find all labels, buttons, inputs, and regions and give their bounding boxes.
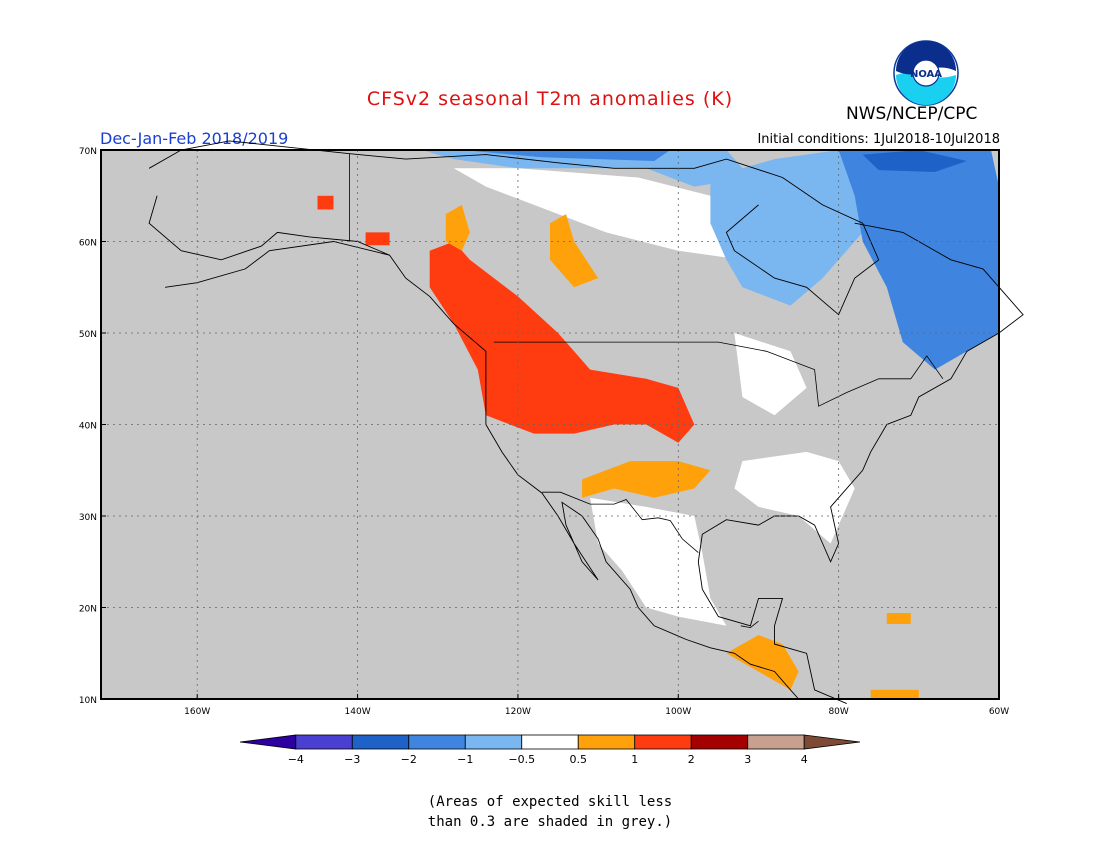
anomaly-region-haiti-orange: [886, 613, 911, 624]
lat-tick-label: 30N: [79, 513, 97, 523]
anomaly-region-baffin-dark: [862, 150, 967, 172]
anomaly-map: 10N 20N 30N 40N 50N 60N 70N 160W 140W 120W 100W 80W…: [79, 140, 1024, 717]
lat-tick-label: 40N: [79, 422, 97, 432]
colorbar-segment: [408, 734, 466, 750]
anomaly-region-arctic-north-white: [453, 168, 759, 260]
coastline-1: [697, 222, 1024, 705]
anomaly-region-plains-orange: [582, 461, 711, 498]
map-title: CFSv2 seasonal T2m anomalies (K): [366, 88, 734, 110]
noaa-logo-text: NOAA: [910, 69, 942, 80]
colorbar-label: 0.5: [569, 753, 587, 766]
anomaly-region-alaska-red-a: [365, 232, 390, 246]
anomaly-region-bc-orange: [445, 204, 470, 251]
anomaly-region-ne-canada-blue: [838, 150, 999, 370]
border-3: [740, 620, 759, 629]
anomaly-region-central-america-orange: [726, 635, 799, 690]
footnote-line-2: than 0.3 are shaded in grey.): [427, 814, 673, 830]
colorbar-label: −1: [457, 753, 473, 766]
colorbar-label: −4: [288, 753, 304, 766]
noaa-logo: NOAA: [893, 40, 959, 106]
initial-conditions: Initial conditions: 1Jul2018-10Jul2018: [757, 132, 1000, 147]
colorbar-min-triangle: [239, 734, 297, 750]
colorbar-segment: [295, 734, 353, 750]
anomaly-region-alaska-red-b: [317, 195, 334, 210]
lon-tick-label: 120W: [505, 707, 531, 717]
colorbar-segment: [464, 734, 523, 750]
map-layers: [101, 140, 1024, 705]
agency-label: NWS/NCEP/CPC: [846, 104, 978, 124]
lat-tick-label: 50N: [79, 330, 97, 340]
colorbar-legend: −4 −3 −2 −1 −0.5 0.5 1 2 3 4: [239, 734, 861, 766]
colorbar-segments: −4 −3 −2 −1 −0.5 0.5 1 2 3 4: [239, 734, 861, 766]
lat-tick-label: 10N: [79, 696, 97, 706]
skill-footnote: (Areas of expected skill less than 0.3 a…: [0, 792, 1100, 832]
lon-tick-label: 80W: [828, 707, 848, 717]
colorbar-label: 1: [631, 753, 638, 766]
colorbar-segment: [747, 734, 805, 750]
map-axes: 10N 20N 30N 40N 50N 60N 70N 160W 140W 120W 100W 80W…: [79, 147, 1009, 717]
colorbar-label: −2: [401, 753, 417, 766]
colorbar-segment: [634, 734, 692, 750]
colorbar-max-triangle: [803, 734, 861, 750]
lat-tick-label: 60N: [79, 239, 97, 249]
colorbar-label: −0.5: [508, 753, 535, 766]
anomaly-region-south-white: [590, 497, 727, 626]
coastline-3: [165, 241, 390, 288]
lat-tick-label: 20N: [79, 605, 97, 615]
anomaly-region-alberta-orange: [550, 214, 599, 288]
border-2: [542, 491, 699, 553]
anomaly-region-great-lakes-white: [734, 333, 807, 416]
coastline-0: [148, 140, 880, 316]
anomaly-region-arctic-blue-strip: [461, 150, 671, 161]
footnote-line-1: (Areas of expected skill less: [427, 794, 673, 810]
anomaly-region-arctic-north-light: [421, 150, 751, 187]
colorbar-segment: [690, 734, 749, 750]
lat-tick-label: 70N: [79, 147, 97, 157]
lon-tick-label: 100W: [665, 707, 691, 717]
colorbar-label: 3: [744, 753, 751, 766]
colorbar-segment: [521, 734, 579, 750]
lon-tick-label: 160W: [184, 707, 210, 717]
colorbar-label: 2: [688, 753, 695, 766]
anomaly-region-southeast-white: [734, 451, 855, 544]
anomaly-region-venezuela-orange: [870, 689, 919, 699]
colorbar-label: 4: [801, 753, 808, 766]
lon-tick-label: 60W: [989, 707, 1009, 717]
lon-tick-label: 140W: [345, 707, 371, 717]
border-0: [493, 341, 944, 407]
colorbar-segment: [577, 734, 636, 750]
colorbar-segment: [351, 734, 410, 750]
colorbar-label: −3: [344, 753, 360, 766]
forecast-period: Dec-Jan-Feb 2018/2019: [100, 129, 289, 148]
